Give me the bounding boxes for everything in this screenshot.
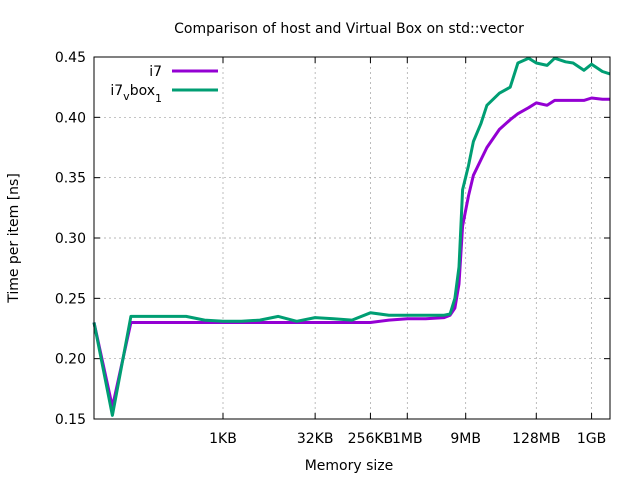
y-axis-label: Time per item [ns] [6, 173, 22, 304]
x-tick-label: 1GB [577, 431, 606, 447]
y-tick-label: 0.20 [55, 352, 86, 368]
y-tick-label: 0.40 [55, 110, 86, 126]
plot-frame [93, 56, 611, 420]
legend-vbox-sub2: 1 [155, 92, 162, 105]
y-tick-label: 0.35 [55, 171, 86, 187]
legend: i7 i7vbox1 [110, 64, 218, 105]
series-layer [92, 56, 611, 417]
grid [94, 56, 610, 420]
x-tick-label: 1MB [392, 431, 423, 447]
x-axis-label: Memory size [305, 458, 394, 474]
y-tick-label: 0.30 [55, 231, 86, 247]
legend-vbox-sub1: v [123, 90, 130, 103]
y-tick-label: 0.45 [55, 50, 86, 66]
axis-ticks: 0.15 0.20 0.25 0.30 0.35 0.40 0.45 1KB 32KB 256KB… [55, 50, 610, 447]
legend-vbox-mid: box [130, 83, 155, 99]
y-tick-label: 0.15 [55, 412, 86, 428]
x-tick-label: 256KB [348, 431, 394, 447]
legend-vbox-main: i7 [110, 83, 123, 99]
series-line-i7 [92, 96, 610, 409]
chart-title: Comparison of host and Virtual Box on st… [174, 21, 524, 37]
x-tick-label: 32KB [297, 431, 334, 447]
x-tick-label: 1KB [209, 431, 237, 447]
x-tick-label: 9MB [450, 431, 481, 447]
x-tick-label: 128MB [512, 431, 560, 447]
y-tick-label: 0.25 [55, 291, 86, 307]
series-line-i7-vbox-1 [92, 56, 611, 417]
legend-label-i7: i7 [149, 64, 162, 80]
legend-label-vbox: i7vbox1 [110, 83, 162, 105]
